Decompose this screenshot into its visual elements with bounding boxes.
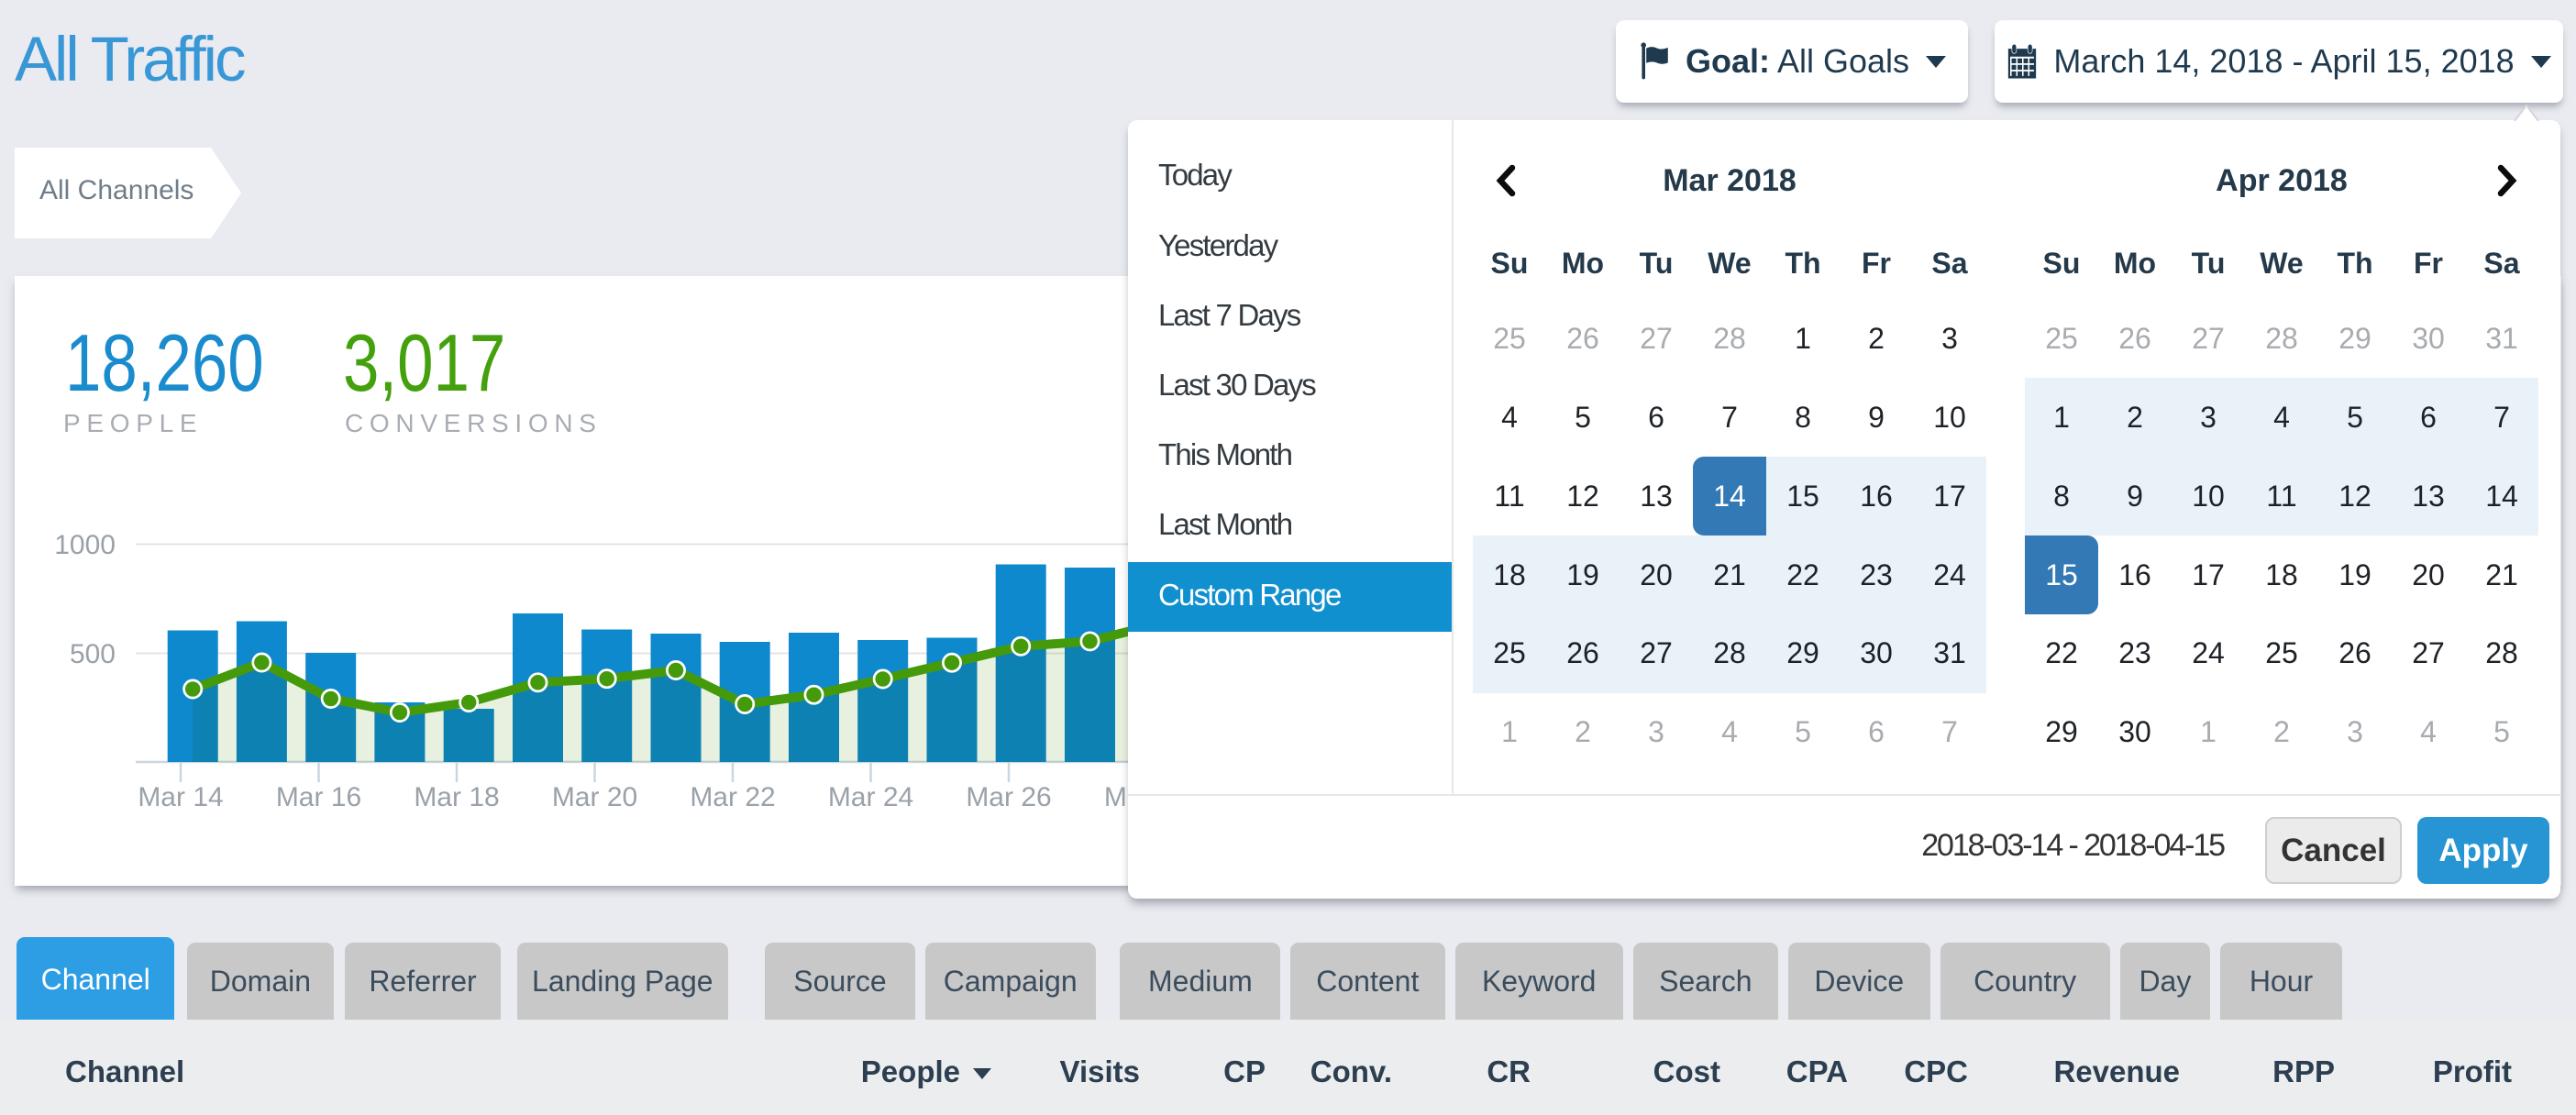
svg-text:Mar 22: Mar 22 — [690, 782, 775, 812]
svg-text:Mar 20: Mar 20 — [552, 782, 637, 812]
svg-text:Mar 18: Mar 18 — [414, 782, 499, 812]
svg-text:Mar 16: Mar 16 — [276, 782, 361, 812]
svg-text:500: 500 — [70, 639, 116, 669]
svg-text:Mar 14: Mar 14 — [138, 782, 223, 812]
svg-text:Mar 24: Mar 24 — [828, 782, 913, 812]
svg-text:Mar 26: Mar 26 — [966, 782, 1051, 812]
svg-text:1000: 1000 — [54, 530, 116, 560]
